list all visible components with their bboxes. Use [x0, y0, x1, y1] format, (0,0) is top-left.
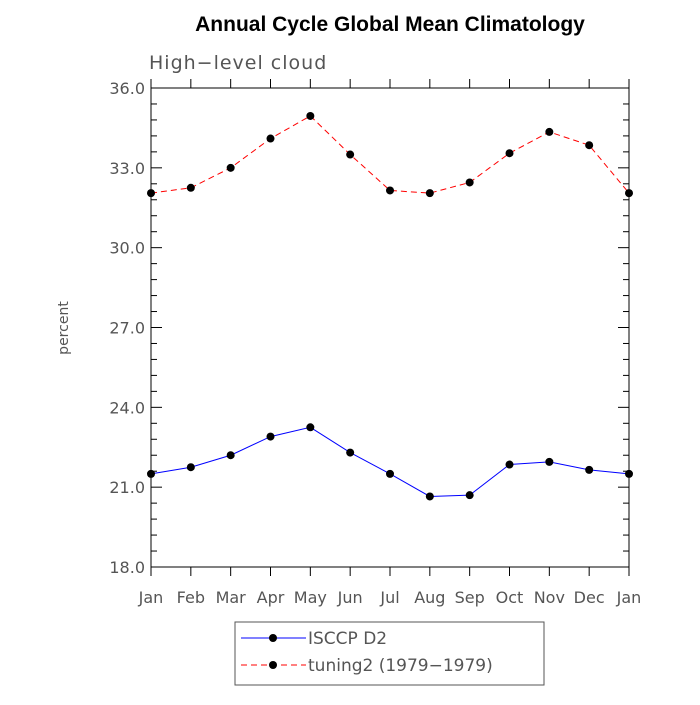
series-0-point — [226, 451, 235, 460]
y-tick-label: 30.0 — [109, 239, 145, 258]
y-tick-label: 18.0 — [109, 558, 145, 577]
series-0-point — [625, 469, 633, 478]
series-1-point — [625, 189, 633, 198]
x-tick-label: Jul — [379, 588, 399, 607]
series-0-point — [346, 448, 355, 457]
series-line-1 — [150, 115, 630, 194]
axis-ticks — [150, 79, 630, 576]
series-1-point — [425, 189, 434, 198]
series-1-point — [186, 183, 195, 192]
legend: ISCCP D2 tuning2 (1979−1979) — [234, 621, 545, 686]
series-0-point — [545, 457, 554, 466]
series-1-point — [226, 163, 235, 172]
chart-title: Annual Cycle Global Mean Climatology — [195, 13, 585, 36]
series-0-point — [266, 432, 275, 441]
series-line-0 — [150, 426, 630, 497]
series-1-point — [346, 150, 355, 159]
y-tick-label: 21.0 — [109, 478, 145, 497]
x-tick-label: Mar — [216, 588, 247, 607]
x-tick-label: Oct — [496, 588, 524, 607]
series-group — [147, 111, 633, 501]
series-0-point — [505, 460, 514, 469]
x-tick-label: Jan — [616, 588, 642, 607]
legend-marker-isccp-d2 — [269, 634, 277, 642]
legend-box — [234, 621, 545, 686]
series-0-point — [425, 492, 434, 501]
legend-label-isccp-d2: ISCCP D2 — [308, 629, 387, 649]
series-0-point — [386, 469, 394, 478]
x-tick-label: Apr — [257, 588, 285, 607]
y-tick-label: 24.0 — [109, 398, 145, 417]
y-axis-label: percent — [56, 301, 72, 355]
x-tick-label: Jan — [138, 588, 164, 607]
x-tick-label: Nov — [534, 588, 565, 607]
series-0-point — [306, 423, 315, 432]
series-0-point — [147, 469, 155, 478]
x-tick-label: Feb — [177, 588, 205, 607]
series-1-point — [306, 111, 315, 120]
y-tick-label: 27.0 — [109, 319, 145, 338]
y-tick-label: 36.0 — [109, 79, 145, 98]
x-tick-label: Dec — [574, 588, 605, 607]
plot-frame — [150, 87, 630, 568]
series-1-point — [585, 141, 594, 150]
chart-subtitle: High−level cloud — [149, 52, 327, 74]
series-1-point — [266, 134, 275, 143]
series-1-point — [545, 127, 554, 136]
y-tick-label: 33.0 — [109, 159, 145, 178]
series-0-point — [465, 491, 474, 500]
x-tick-label: May — [294, 588, 327, 607]
series-0-point — [585, 465, 594, 474]
x-tick-label: Aug — [414, 588, 445, 607]
legend-marker-tuning2 — [269, 661, 277, 669]
x-tick-label: Sep — [455, 588, 485, 607]
legend-label-tuning2: tuning2 (1979−1979) — [308, 656, 493, 676]
y-tick-labels: 18.0 21.0 24.0 27.0 30.0 33.0 36.0 — [109, 79, 145, 577]
series-1-point — [386, 186, 394, 195]
series-1-point — [147, 189, 155, 198]
series-1-point — [465, 178, 474, 187]
x-tick-labels: Jan Feb Mar Apr May Jun Jul Aug Sep Oct Nov Dec Jan — [138, 588, 642, 607]
x-tick-label: Jun — [337, 588, 363, 607]
series-1-point — [505, 149, 514, 158]
series-0-point — [186, 463, 195, 472]
